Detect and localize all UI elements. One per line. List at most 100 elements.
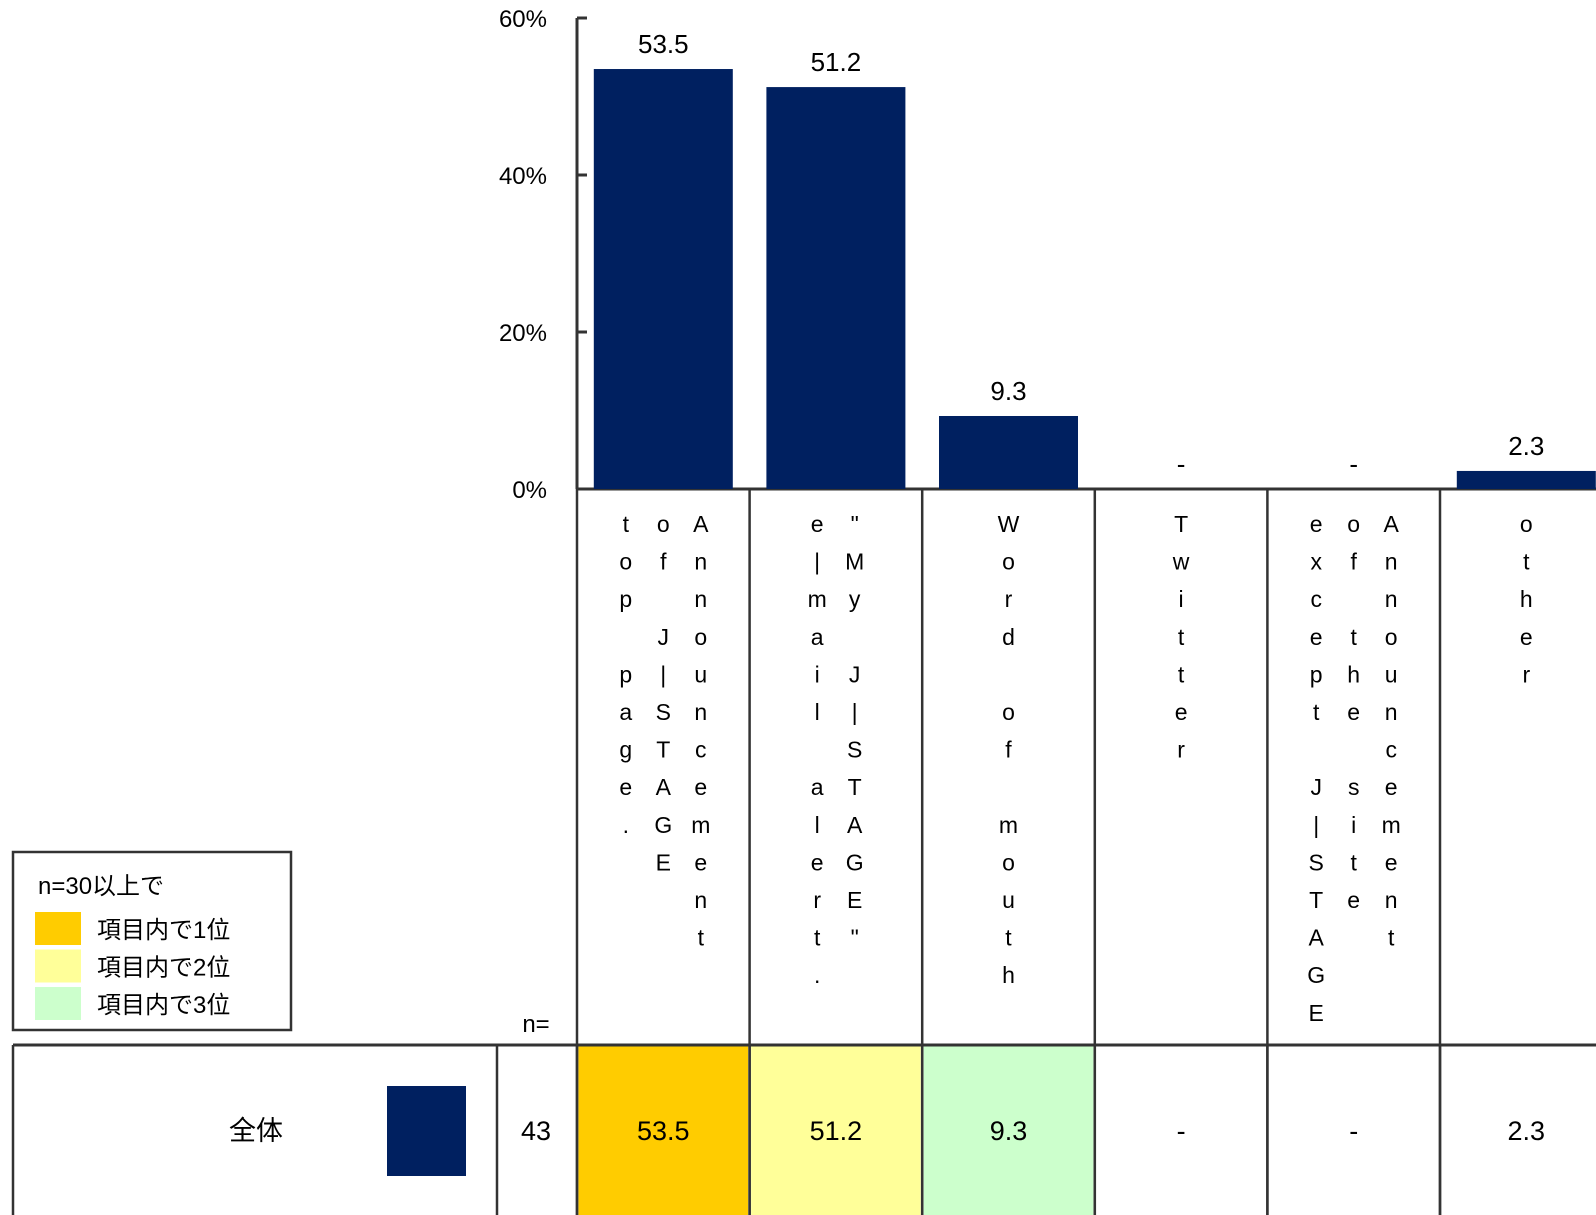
category-char: o: [1347, 511, 1360, 537]
category-char: o: [657, 511, 670, 537]
bar: [1456, 470, 1596, 489]
category-char: m: [808, 586, 827, 612]
category-char: G: [654, 812, 672, 838]
category-char: e: [1310, 511, 1323, 537]
category-char: A: [1384, 511, 1400, 537]
category-char: ": [851, 925, 859, 951]
category-char: t: [1351, 849, 1358, 875]
table-cell-value: 51.2: [810, 1116, 863, 1146]
category-char: p: [619, 586, 632, 612]
category-char: t: [623, 511, 630, 537]
category-char: S: [847, 737, 862, 763]
category-char: A: [656, 774, 672, 800]
y-tick-label: 0%: [512, 477, 547, 504]
category-char: T: [1309, 887, 1323, 913]
legend-title: n=30以上で: [38, 873, 164, 900]
category-char: |: [852, 699, 858, 725]
category-char: o: [619, 549, 632, 575]
category-char: M: [845, 549, 864, 575]
category-char: n: [694, 887, 707, 913]
category-char: o: [1002, 549, 1015, 575]
category-char: t: [1178, 624, 1185, 650]
category-char: e: [811, 511, 824, 537]
category-char: n: [1385, 549, 1398, 575]
category-char: u: [694, 661, 707, 687]
legend-swatch: [35, 949, 81, 983]
category-char: G: [1307, 962, 1325, 988]
category-char: e: [1347, 887, 1360, 913]
category-char: n: [1385, 699, 1398, 725]
category-char: A: [847, 812, 863, 838]
category-char: E: [1309, 1000, 1324, 1026]
table-cell: [1268, 1046, 1439, 1215]
category-char: T: [848, 774, 862, 800]
data-table: n= 全体 43 53.5 51.2 9.3 - - 2.3: [11, 1011, 1596, 1215]
category-char: s: [1348, 774, 1360, 800]
category-char: e: [1520, 624, 1533, 650]
table-cell-value: -: [1177, 1116, 1186, 1146]
category-char: r: [1005, 586, 1013, 612]
category-char: p: [619, 661, 632, 687]
category-char: E: [847, 887, 862, 913]
category-char: T: [656, 737, 670, 763]
category-char: J: [849, 661, 861, 687]
table-cell-value: 2.3: [1508, 1116, 1546, 1146]
category-char: l: [815, 699, 820, 725]
category-char: a: [811, 624, 824, 650]
category-char: g: [619, 737, 632, 763]
category-char: n: [1385, 586, 1398, 612]
category-char: r: [813, 887, 821, 913]
category-char: J: [658, 624, 670, 650]
row-label: 全体: [229, 1116, 283, 1146]
category-char: n: [694, 699, 707, 725]
category-char: r: [1177, 737, 1185, 763]
category-char: A: [1309, 925, 1325, 951]
category-char: o: [1002, 699, 1015, 725]
legend-label: 項目内で3位: [97, 992, 230, 1019]
category-char: G: [846, 849, 864, 875]
category-char: ": [851, 511, 859, 537]
category-char: S: [656, 699, 671, 725]
category-char: m: [1382, 812, 1401, 838]
legend-label: 項目内で2位: [97, 955, 230, 982]
category-char: l: [815, 812, 820, 838]
category-char: i: [815, 661, 820, 687]
category-char: e: [694, 774, 707, 800]
legend-swatch: [35, 912, 81, 945]
category-char: T: [1174, 511, 1188, 537]
category-char: h: [1002, 962, 1015, 988]
category-char: e: [1385, 849, 1398, 875]
category-char: n: [694, 549, 707, 575]
category-char: d: [1002, 624, 1015, 650]
category-char: r: [1522, 661, 1530, 687]
category-char: E: [656, 849, 671, 875]
category-char: t: [814, 925, 821, 951]
category-char: |: [1313, 812, 1319, 838]
category-char: u: [1385, 661, 1398, 687]
category-char: x: [1310, 549, 1322, 575]
category-char: e: [1347, 699, 1360, 725]
category-char: a: [619, 699, 632, 725]
category-char: J: [1310, 774, 1322, 800]
category-char: p: [1310, 661, 1323, 687]
category-char: f: [1005, 737, 1012, 763]
category-char: o: [1385, 624, 1398, 650]
category-char: c: [695, 737, 707, 763]
bar-value-label: 9.3: [990, 376, 1026, 406]
category-char: h: [1520, 586, 1533, 612]
table-cell: [1096, 1046, 1266, 1215]
category-char: t: [1178, 661, 1185, 687]
category-char: e: [1175, 699, 1188, 725]
series-swatch: [387, 1086, 466, 1176]
category-char: o: [694, 624, 707, 650]
category-char: o: [1002, 849, 1015, 875]
category-char: o: [1520, 511, 1533, 537]
category-char: m: [691, 812, 710, 838]
bar: [939, 415, 1078, 489]
bars: 53.5 51.2 9.3 - - 2.3: [593, 29, 1596, 490]
n-header: n=: [522, 1011, 549, 1038]
